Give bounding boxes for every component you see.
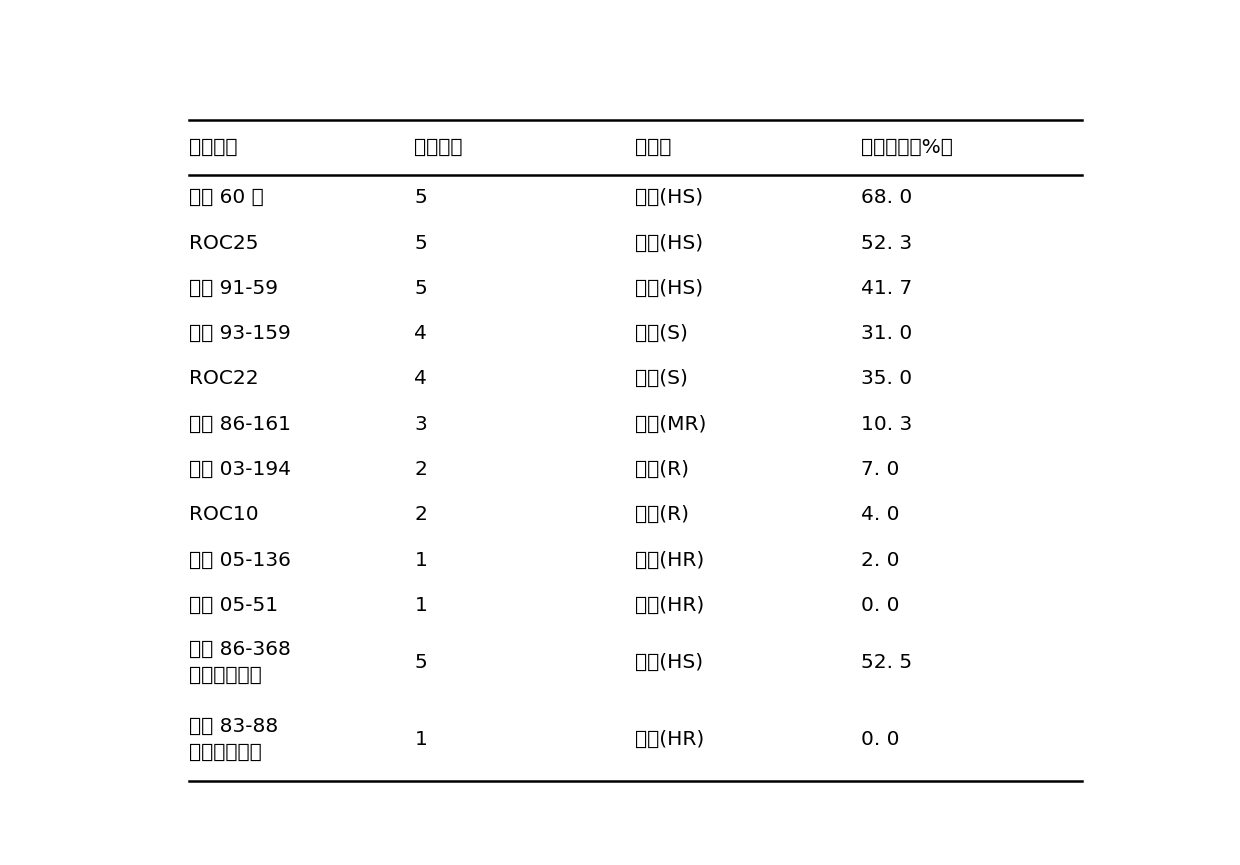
Text: 0. 0: 0. 0 [862,729,900,748]
Text: 抗病等级: 抗病等级 [414,138,463,157]
Text: 68. 0: 68. 0 [862,189,913,208]
Text: 品种名称: 品种名称 [188,138,237,157]
Text: 1: 1 [414,729,428,748]
Text: 中抗(MR): 中抗(MR) [635,414,707,433]
Text: 高抗(HR): 高抗(HR) [635,729,704,748]
Text: ROC25: ROC25 [188,234,258,253]
Text: 抗病(R): 抗病(R) [635,460,689,479]
Text: 0. 0: 0. 0 [862,596,900,615]
Text: 粤糖 86-368: 粤糖 86-368 [188,640,290,659]
Text: 粤糖 83-88: 粤糖 83-88 [188,716,278,735]
Text: 柳城 05-136: 柳城 05-136 [188,550,290,569]
Text: 1: 1 [414,596,428,615]
Text: 5: 5 [414,653,428,672]
Text: 1: 1 [414,550,428,569]
Text: 抗病性: 抗病性 [635,138,672,157]
Text: 2: 2 [414,460,428,479]
Text: 41. 7: 41. 7 [862,279,913,298]
Text: 5: 5 [414,189,428,208]
Text: 31. 0: 31. 0 [862,324,913,343]
Text: 3: 3 [414,414,428,433]
Text: 4. 0: 4. 0 [862,505,900,524]
Text: 52. 3: 52. 3 [862,234,913,253]
Text: 高抗(HR): 高抗(HR) [635,550,704,569]
Text: 感病(S): 感病(S) [635,324,688,343]
Text: 2: 2 [414,505,428,524]
Text: 高感(HS): 高感(HS) [635,279,703,298]
Text: ROC22: ROC22 [188,369,258,388]
Text: 粤糖 60 号: 粤糖 60 号 [188,189,263,208]
Text: 5: 5 [414,234,428,253]
Text: （感病对照）: （感病对照） [188,666,262,685]
Text: 高感(HS): 高感(HS) [635,653,703,672]
Text: 抗病(R): 抗病(R) [635,505,689,524]
Text: 7. 0: 7. 0 [862,460,900,479]
Text: （抗病对照）: （抗病对照） [188,742,262,761]
Text: 云蔗 05-51: 云蔗 05-51 [188,596,278,615]
Text: 高抗(HR): 高抗(HR) [635,596,704,615]
Text: 云蔗 86-161: 云蔗 86-161 [188,414,290,433]
Text: 高感(HS): 高感(HS) [635,234,703,253]
Text: 粤糖 93-159: 粤糖 93-159 [188,324,290,343]
Text: 5: 5 [414,279,428,298]
Text: 云蔗 03-194: 云蔗 03-194 [188,460,290,479]
Text: 10. 3: 10. 3 [862,414,913,433]
Text: 35. 0: 35. 0 [862,369,913,388]
Text: 52. 5: 52. 5 [862,653,913,672]
Text: 发病株率（%）: 发病株率（%） [862,138,954,157]
Text: 盈育 91-59: 盈育 91-59 [188,279,278,298]
Text: 高感(HS): 高感(HS) [635,189,703,208]
Text: ROC10: ROC10 [188,505,258,524]
Text: 4: 4 [414,324,428,343]
Text: 2. 0: 2. 0 [862,550,900,569]
Text: 4: 4 [414,369,428,388]
Text: 感病(S): 感病(S) [635,369,688,388]
